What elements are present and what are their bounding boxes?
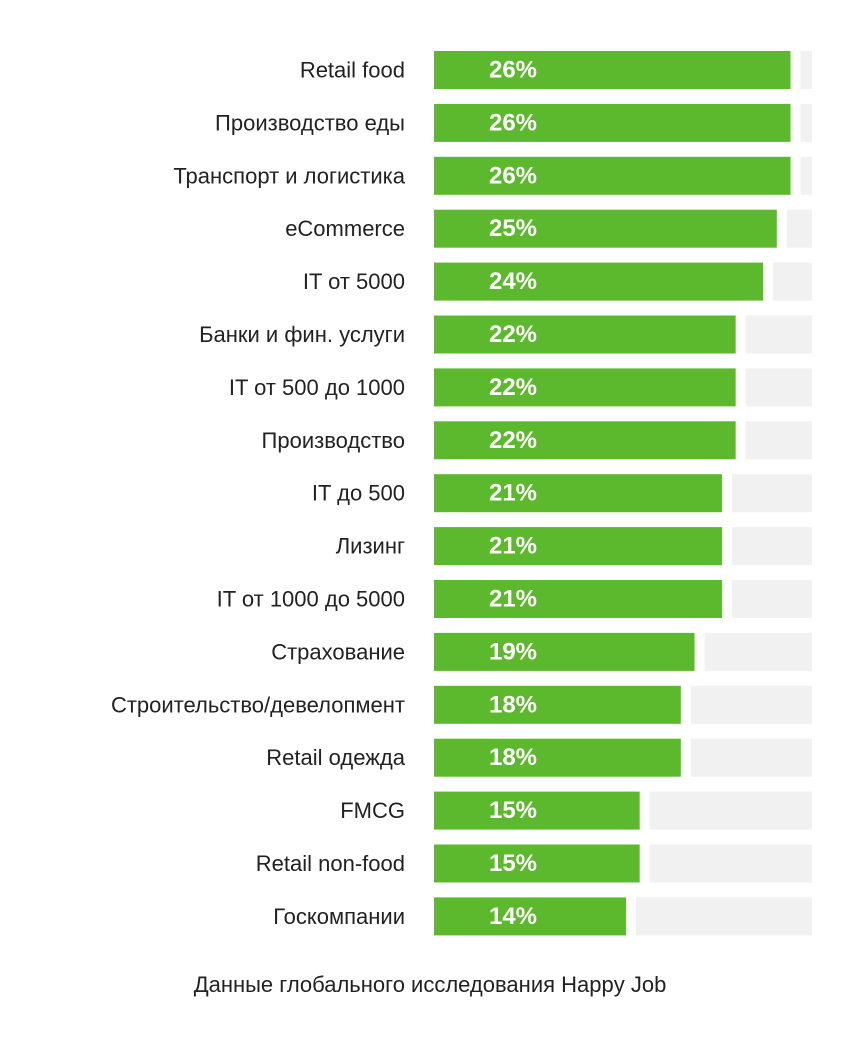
category-label: eCommerce [285, 216, 405, 241]
category-label: Retail non-food [256, 851, 405, 876]
bar-track [800, 156, 812, 195]
bar-row: Retail food 26% [300, 51, 812, 89]
bar-track [649, 844, 812, 883]
category-label: Госкомпании [273, 904, 405, 929]
bar-track [731, 527, 812, 566]
bar [434, 51, 791, 89]
value-label: 21% [489, 480, 537, 507]
bar-track [800, 51, 812, 89]
category-label: Производство еды [215, 110, 405, 135]
bar [434, 844, 640, 883]
value-label: 22% [489, 427, 537, 454]
value-label: 15% [489, 850, 537, 877]
bar-row: Строительство/девелопмент 18% [111, 685, 812, 724]
bar-track [635, 897, 812, 936]
bar [434, 156, 791, 195]
bar-track [800, 103, 812, 142]
bar-track [649, 791, 812, 830]
bar-row: Банки и фин. услуги 22% [199, 315, 812, 354]
category-label: Производство [262, 428, 405, 453]
bar [434, 209, 777, 248]
bar-row: Лизинг 21% [336, 527, 812, 566]
category-label: Страхование [271, 639, 405, 664]
category-label: IT от 500 до 1000 [229, 375, 405, 400]
value-label: 26% [489, 109, 537, 136]
value-label: 21% [489, 586, 537, 613]
bar [434, 527, 722, 566]
bar [434, 368, 736, 407]
category-label: Строительство/девелопмент [111, 692, 405, 717]
bar-row: Страхование 19% [271, 632, 812, 671]
bar-track [773, 262, 812, 301]
bar [434, 421, 736, 460]
bar-row: IT до 500 21% [312, 474, 812, 513]
bar-row: IT от 1000 до 5000 21% [217, 580, 812, 618]
bar [434, 791, 640, 830]
value-label: 18% [489, 744, 537, 771]
value-label: 26% [489, 57, 537, 84]
value-label: 25% [489, 215, 537, 242]
bar [434, 685, 681, 724]
value-label: 26% [489, 162, 537, 189]
bar [434, 315, 736, 354]
bar [434, 738, 681, 777]
category-label: FMCG [340, 798, 405, 823]
category-label: Retail food [300, 58, 405, 83]
bar [434, 897, 626, 936]
value-label: 18% [489, 691, 537, 718]
category-label: IT от 5000 [303, 269, 405, 294]
bar-row: FMCG 15% [340, 791, 812, 830]
bar [434, 103, 791, 142]
bar [434, 474, 722, 513]
bar-track [690, 738, 812, 777]
category-label: Лизинг [336, 534, 405, 559]
category-label: IT от 1000 до 5000 [217, 587, 405, 612]
bar-row: IT от 500 до 1000 22% [229, 368, 812, 407]
bar-track [731, 580, 812, 618]
bar-row: Retail одежда 18% [266, 738, 812, 777]
bar-track [786, 209, 812, 248]
bar-row: Производство 22% [262, 421, 812, 460]
category-label: IT до 500 [312, 481, 405, 506]
bar-row: IT от 5000 24% [303, 262, 812, 301]
bar-row: Производство еды 26% [215, 103, 812, 142]
category-label: Retail одежда [266, 745, 405, 770]
value-label: 14% [489, 903, 537, 930]
bar-row: Транспорт и логистика 26% [173, 156, 812, 195]
category-label: Банки и фин. услуги [199, 322, 405, 347]
bar-row: Госкомпании 14% [273, 897, 812, 936]
bar-track [690, 685, 812, 724]
value-label: 21% [489, 533, 537, 560]
value-label: 19% [489, 638, 537, 665]
value-label: 24% [489, 268, 537, 295]
bar [434, 580, 722, 618]
bar-row: Retail non-food 15% [256, 844, 812, 883]
category-label: Транспорт и логистика [173, 163, 405, 188]
bar-track [745, 315, 812, 354]
bar-row: eCommerce 25% [285, 209, 812, 248]
chart-caption: Данные глобального исследования Happy Jo… [193, 972, 667, 997]
value-label: 15% [489, 797, 537, 824]
bar-chart: Retail food 26%Производство еды 26%Транспо… [111, 51, 812, 936]
bar [434, 262, 764, 301]
bar-track [731, 474, 812, 513]
value-label: 22% [489, 321, 537, 348]
bar-track [745, 368, 812, 407]
bar-track [704, 632, 812, 671]
value-label: 22% [489, 374, 537, 401]
bar [434, 632, 695, 671]
bar-track [745, 421, 812, 460]
